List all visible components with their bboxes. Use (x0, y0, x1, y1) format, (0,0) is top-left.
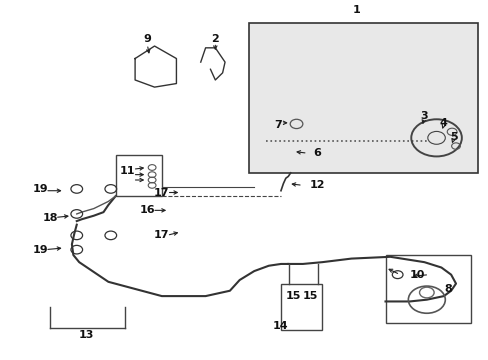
Text: 11: 11 (120, 166, 135, 176)
Bar (385, 255, 469, 323)
Text: 8: 8 (444, 284, 452, 294)
Text: 13: 13 (79, 330, 94, 341)
Text: 15: 15 (302, 291, 317, 301)
Text: 9: 9 (143, 34, 151, 44)
Text: 3: 3 (420, 111, 427, 121)
Text: 19: 19 (32, 245, 48, 255)
Text: 6: 6 (313, 148, 321, 158)
Text: 7: 7 (274, 120, 282, 130)
Text: 2: 2 (211, 34, 219, 44)
Text: 15: 15 (285, 291, 300, 301)
Text: 14: 14 (273, 321, 288, 332)
Bar (116, 155, 162, 196)
Text: 12: 12 (309, 180, 325, 190)
Text: 18: 18 (42, 212, 58, 222)
Text: 17: 17 (154, 188, 169, 198)
Text: 1: 1 (352, 5, 360, 15)
Text: 5: 5 (449, 132, 456, 142)
Bar (281, 284, 322, 330)
Text: 16: 16 (139, 205, 155, 215)
Bar (249, 23, 477, 173)
Text: 10: 10 (408, 270, 424, 280)
Text: 17: 17 (154, 230, 169, 240)
Text: 19: 19 (32, 184, 48, 194)
Text: 4: 4 (439, 118, 447, 128)
